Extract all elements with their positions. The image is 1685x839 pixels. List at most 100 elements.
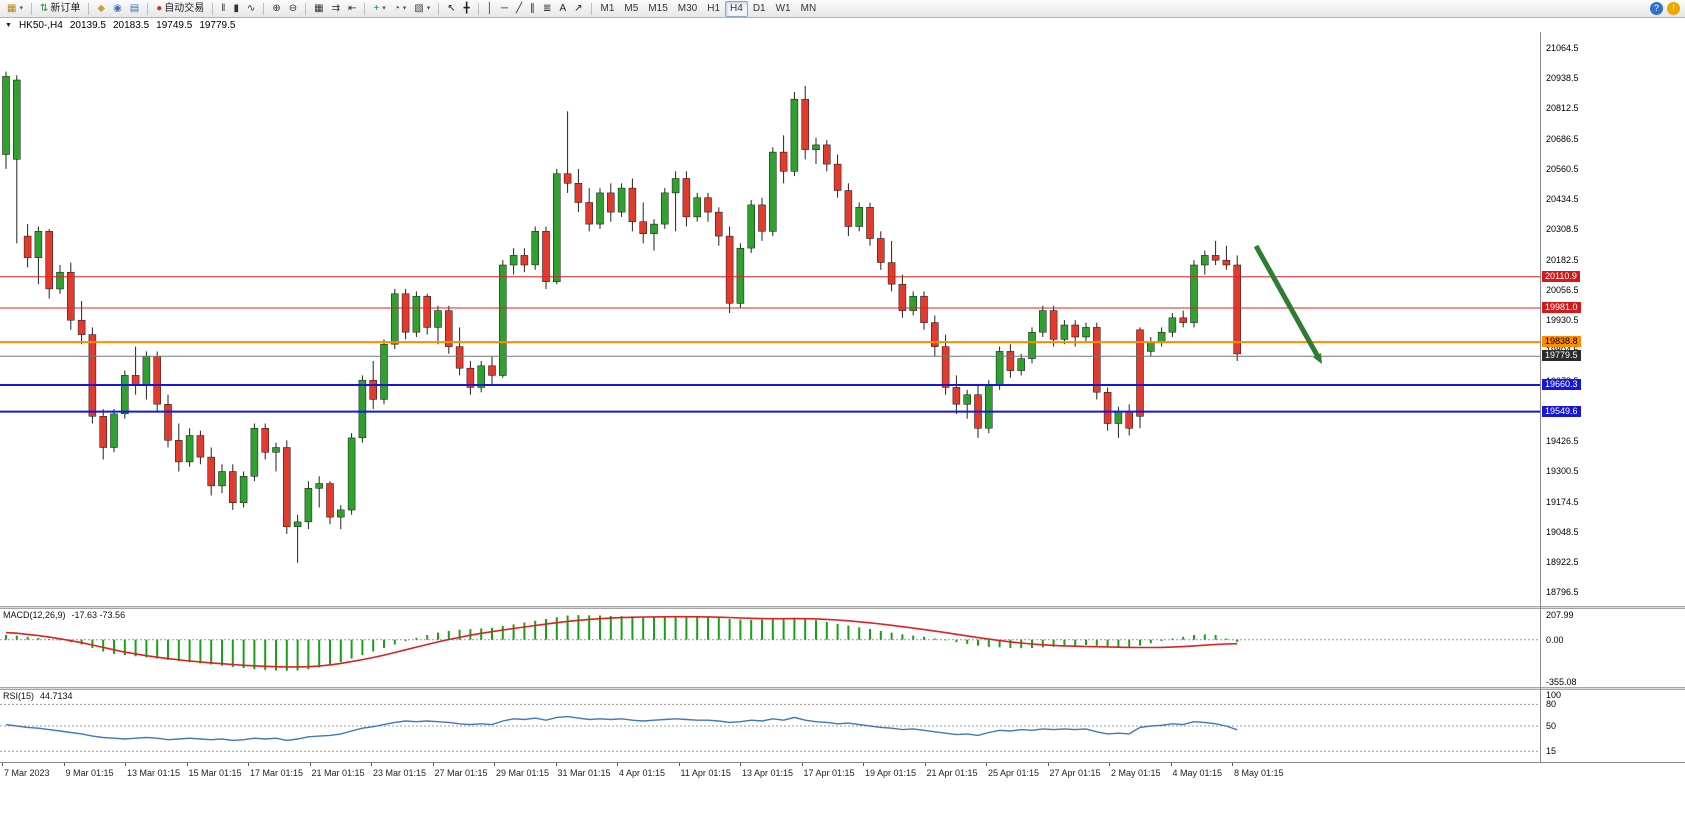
timeframe-m1-button[interactable]: M1 (596, 1, 620, 17)
candle-up (110, 413, 118, 448)
rsi-chart[interactable] (0, 690, 1540, 762)
rsi-axis[interactable]: 100 80 50 15 (1541, 690, 1685, 762)
pane-separator[interactable] (0, 687, 1685, 690)
toolbar-separator (212, 2, 214, 15)
timeframe-m15-button[interactable]: M15 (643, 1, 672, 17)
vertical-line-button[interactable]: │ (483, 1, 497, 17)
time-axis[interactable]: 7 Mar 2023 9 Mar 01:15 13 Mar 01:15 15 Mar … (0, 762, 1685, 782)
support-2-price-label: 19549.6 (1542, 405, 1581, 417)
candle-up (790, 98, 799, 172)
periods-button[interactable]: ◔ ▾ (390, 1, 411, 17)
time-label: 25 Apr 01:15 (988, 768, 1040, 778)
macd-chart[interactable] (0, 609, 1540, 687)
candle-up (2, 76, 10, 155)
caret-down-icon: ▾ (402, 4, 407, 12)
toolbar-separator (364, 2, 366, 15)
timeframe-mn-button[interactable]: MN (796, 1, 822, 17)
cursor-icon: ↖ (447, 2, 456, 14)
candle-down (823, 144, 831, 165)
crosshair-button[interactable]: ╋ (460, 1, 474, 17)
indicators-button[interactable]: + ▾ (369, 1, 389, 17)
resistance-1-price-label: 20110.9 (1542, 270, 1580, 282)
toolbar-separator (147, 2, 149, 15)
candle-up (1060, 324, 1069, 340)
timeframe-d1-button[interactable]: D1 (748, 1, 771, 17)
price-tick-label: 19426.5 (1546, 436, 1579, 447)
timeframe-m5-button[interactable]: M5 (619, 1, 643, 17)
candle-up (909, 295, 917, 311)
time-label: 21 Apr 01:15 (926, 768, 978, 778)
new-chart-button[interactable]: ▦ ▾ (3, 1, 27, 17)
cursor-button[interactable]: ↖ (443, 1, 459, 17)
price-tick-label: 20560.5 (1546, 163, 1579, 174)
candlestick-chart[interactable] (0, 32, 1540, 606)
tile-windows-button[interactable]: ▦ (310, 1, 327, 17)
timeframe-w1-button[interactable]: W1 (771, 1, 796, 17)
auto-scroll-button[interactable]: ⇉ (328, 1, 344, 17)
price-tick-label: 19048.5 (1546, 526, 1579, 537)
timeframe-h4-button[interactable]: H4 (725, 0, 748, 17)
caret-down-icon: ▾ (19, 4, 23, 12)
candle-down (887, 262, 896, 285)
timeframe-m30-button[interactable]: M30 (673, 1, 702, 17)
autotrading-button[interactable]: ● 自动交易 (152, 1, 208, 17)
line-chart-button[interactable]: ∿ (243, 1, 259, 17)
candle-down (520, 255, 529, 266)
candle-down (153, 355, 161, 405)
price-tick-label: 20434.5 (1546, 194, 1579, 205)
candle-down (1006, 351, 1015, 371)
tile-windows-icon: ▦ (314, 2, 324, 14)
macd-pane[interactable]: MACD(12,26,9) -17.63 -73.56 207.99 0.00 -3… (0, 609, 1685, 687)
text-button[interactable]: A (555, 1, 570, 17)
navigator-button[interactable]: ▤ (126, 1, 143, 17)
candle-down (77, 319, 86, 335)
toolbar-right: ?! (1650, 2, 1680, 15)
candle-down (898, 283, 907, 311)
rsi-pane[interactable]: RSI(15) 44.7134 100 80 50 15 (0, 690, 1685, 762)
horizontal-line-button[interactable]: ─ (497, 1, 512, 17)
new-order-button[interactable]: ⇅ 新订单 (36, 1, 84, 17)
macd-tick-label: 207.99 (1546, 610, 1574, 621)
bar-chart-button[interactable]: ‖ (217, 1, 229, 17)
timeframe-mn-label: MN (800, 2, 817, 14)
equidistant-channel-button[interactable]: ∥ (526, 1, 539, 17)
candle-down (23, 235, 32, 258)
timeframe-d1-label: D1 (752, 2, 766, 14)
time-tick (1047, 763, 1049, 766)
market-watch-button[interactable]: ◉ (109, 1, 126, 17)
candle-up (736, 247, 745, 304)
periods-icon: ◔ (393, 2, 400, 14)
candle-up (218, 471, 226, 487)
candle-up (1028, 331, 1036, 359)
news-icon[interactable]: ! (1667, 2, 1680, 15)
candle-up (347, 437, 356, 511)
candle-up (304, 488, 313, 523)
macd-axis[interactable]: 207.99 0.00 -355.08 (1541, 609, 1685, 687)
chart-shift-button[interactable]: ⇤ (344, 1, 360, 17)
templates-button[interactable]: ▧ ▾ (410, 1, 434, 17)
candle-down (466, 367, 475, 388)
fibonacci-button[interactable]: ≣ (539, 1, 555, 17)
arrows-button[interactable]: ↗ (570, 1, 586, 17)
candlestick-chart-button[interactable]: ▮ (229, 1, 243, 17)
candle-down (715, 211, 723, 237)
trend-arrow[interactable] (1253, 244, 1321, 359)
profiles-button[interactable]: ◆ (93, 1, 109, 17)
pane-separator[interactable] (0, 606, 1685, 609)
price-axis[interactable]: 21064.5 20938.5 20812.5 20686.5 20560.5 20434… (1541, 32, 1685, 606)
zoom-out-button[interactable]: ⊖ (285, 1, 301, 17)
trendline-button[interactable]: ╱ (512, 1, 526, 17)
community-icon[interactable]: ? (1650, 2, 1663, 15)
zoom-in-button[interactable]: ⊕ (268, 1, 284, 17)
trend-arrow-head (1313, 353, 1322, 364)
timeframe-h1-button[interactable]: H1 (702, 1, 725, 17)
time-label: 9 Mar 01:15 (65, 768, 114, 778)
rsi-tick-label: 80 (1546, 699, 1557, 710)
symbol-timeframe-label: HK50-,H4 (18, 19, 63, 31)
collapse-objects-icon[interactable]: ▼ (5, 21, 12, 29)
price-tick-label: 19174.5 (1546, 496, 1579, 507)
candle-down (445, 310, 453, 347)
price-pane[interactable]: 21064.5 20938.5 20812.5 20686.5 20560.5 20434… (0, 32, 1685, 606)
candle-down (369, 379, 377, 400)
time-tick (432, 763, 434, 766)
